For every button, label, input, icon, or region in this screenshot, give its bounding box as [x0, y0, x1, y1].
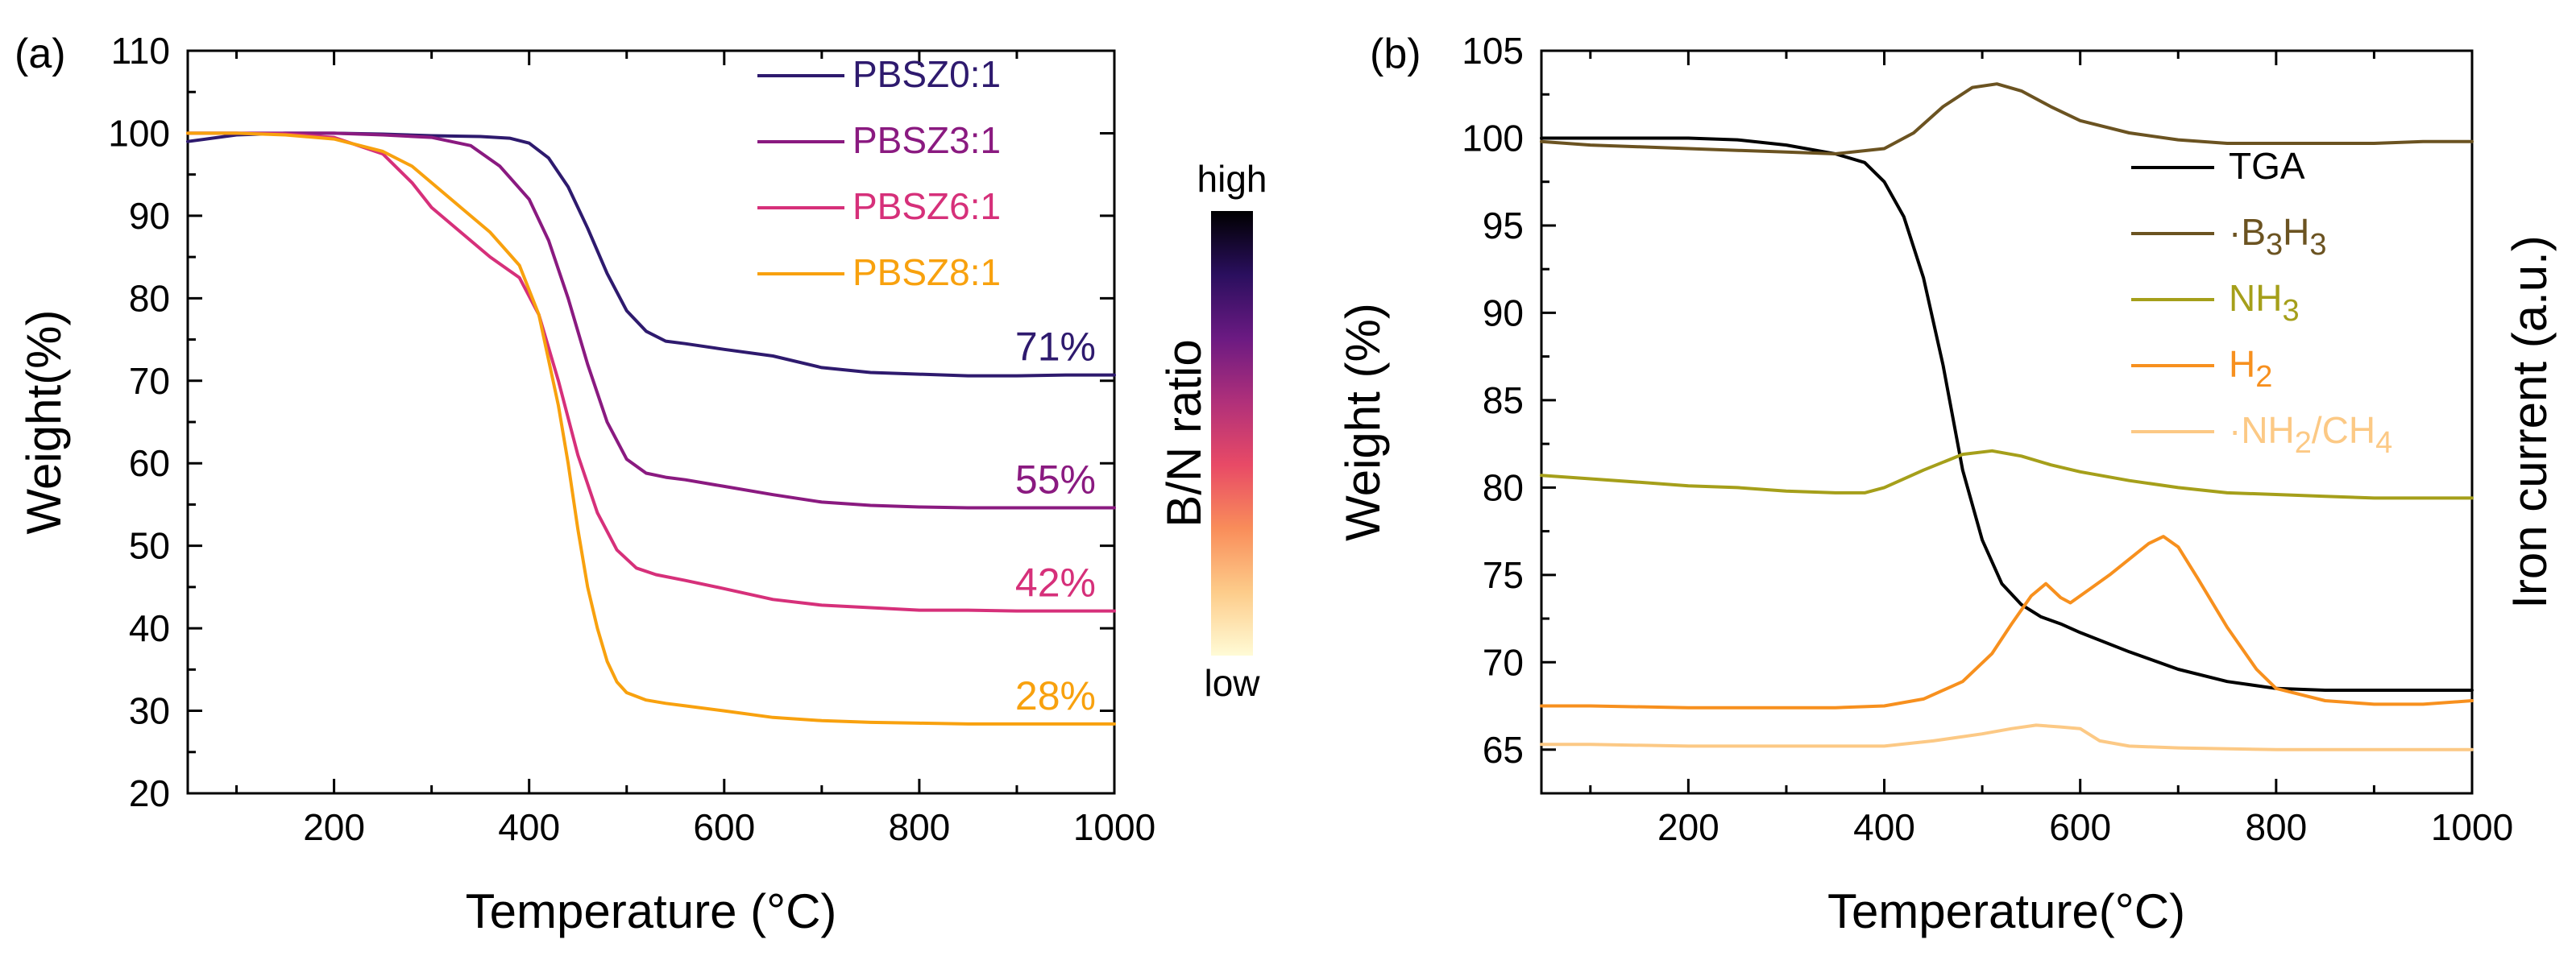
panel-a-ticks: 200 400 600 800 1000 20 30 40 50 60 70 80 90 100 110 — [108, 30, 1155, 848]
x-tick-label: 600 — [693, 806, 755, 848]
y-tick-label: 40 — [129, 607, 170, 649]
series-line-h2 — [1540, 535, 2474, 710]
colorbar: high low B/N ratio — [1157, 158, 1267, 704]
x-tick-label: 800 — [2245, 806, 2307, 848]
y-tick-label: 75 — [1483, 554, 1524, 596]
panel-b-legend: TGA ·B3H3 NH3 H2 ·NH2/CH4 — [2131, 145, 2392, 460]
end-label-pbsz0-1: 71% — [1015, 325, 1096, 370]
panel-b-label: (b) — [1370, 31, 1421, 77]
panel-a-y-axis-title: Weight(%) — [17, 310, 71, 535]
y-tick-label: 65 — [1483, 729, 1524, 771]
legend-label-pbsz8-1: PBSZ8:1 — [852, 251, 1001, 293]
y-tick-label: 85 — [1483, 379, 1524, 421]
panel-a-x-axis-title: Temperature (°C) — [466, 884, 837, 938]
series-line-pbsz3-1 — [186, 131, 1116, 510]
panel-b-x-axis-title: Temperature(°C) — [1827, 884, 2185, 938]
series-line-pbsz8-1 — [186, 131, 1116, 726]
legend-label-tga: TGA — [2229, 145, 2305, 187]
y-tick-label: 95 — [1483, 205, 1524, 246]
panel-a-legend: PBSZ0:1 PBSZ3:1 PBSZ6:1 PBSZ8:1 — [757, 53, 1001, 293]
panel-b-series — [1540, 82, 2474, 751]
y-tick-label: 100 — [1462, 117, 1524, 159]
panel-a-label: (a) — [15, 31, 66, 77]
legend-label-nh3: NH3 — [2229, 277, 2300, 328]
series-line-b3h3 — [1540, 82, 2474, 155]
colorbar-gradient — [1211, 211, 1253, 656]
legend-label-pbsz3-1: PBSZ3:1 — [852, 119, 1001, 161]
end-label-pbsz3-1: 55% — [1015, 457, 1096, 503]
panel-a-plot-frame — [186, 49, 1116, 795]
end-label-pbsz6-1: 42% — [1015, 561, 1096, 606]
colorbar-bottom-label: low — [1204, 662, 1260, 704]
x-tick-label: 1000 — [1073, 806, 1155, 848]
x-tick-label: 200 — [303, 806, 365, 848]
series-line-nh2-ch4 — [1540, 723, 2474, 751]
colorbar-top-label: high — [1197, 158, 1267, 200]
colorbar-title: B/N ratio — [1157, 339, 1211, 527]
y-tick-label: 105 — [1462, 30, 1524, 72]
y-tick-label: 90 — [129, 195, 170, 237]
panel-b-right-axis-title: Iron current (a.u.) — [2503, 235, 2557, 609]
panel-b-chart: (b) 200 400 600 800 1000 65 70 75 80 85 90 95 100 105… — [1336, 30, 2557, 938]
y-tick-label: 30 — [129, 690, 170, 732]
y-tick-label: 70 — [129, 360, 170, 402]
panel-b-ticks: 200 400 600 800 1000 65 70 75 80 85 90 95 100 105 — [1462, 30, 2513, 848]
legend-label-b3h3: ·B3H3 — [2229, 211, 2327, 262]
series-line-pbsz6-1 — [186, 131, 1116, 613]
legend-label-nh2-ch4: ·NH2/CH4 — [2229, 409, 2392, 460]
panel-b-plot-frame — [1540, 49, 2474, 795]
y-tick-label: 110 — [111, 30, 170, 72]
legend-label-pbsz0-1: PBSZ0:1 — [852, 53, 1001, 95]
x-tick-label: 400 — [1853, 806, 1915, 848]
y-tick-label: 90 — [1483, 292, 1524, 333]
end-label-pbsz8-1: 28% — [1015, 673, 1096, 718]
panel-b-y-axis-title: Weight (%) — [1336, 303, 1390, 541]
x-tick-label: 800 — [889, 806, 951, 848]
y-tick-label: 50 — [129, 525, 170, 567]
x-tick-label: 1000 — [2431, 806, 2513, 848]
panel-a-series — [186, 131, 1116, 726]
x-tick-label: 200 — [1657, 806, 1719, 848]
x-tick-label: 400 — [498, 806, 560, 848]
y-tick-label: 20 — [129, 772, 170, 814]
legend-label-pbsz6-1: PBSZ6:1 — [852, 185, 1001, 227]
y-tick-label: 70 — [1483, 641, 1524, 683]
y-tick-label: 80 — [1483, 466, 1524, 508]
y-tick-label: 60 — [129, 442, 170, 484]
panel-a-end-labels: 71% 55% 42% 28% — [1015, 325, 1096, 718]
y-tick-label: 80 — [129, 277, 170, 319]
legend-label-h2: H2 — [2229, 343, 2272, 394]
y-tick-label: 100 — [108, 112, 170, 154]
series-line-tga — [1540, 136, 2474, 692]
x-tick-label: 600 — [2049, 806, 2111, 848]
series-line-nh3 — [1540, 449, 2474, 500]
panel-a-chart: (a) 200 400 600 800 1000 20 30 40 50 60 70 80 90 100 1… — [15, 30, 1267, 938]
